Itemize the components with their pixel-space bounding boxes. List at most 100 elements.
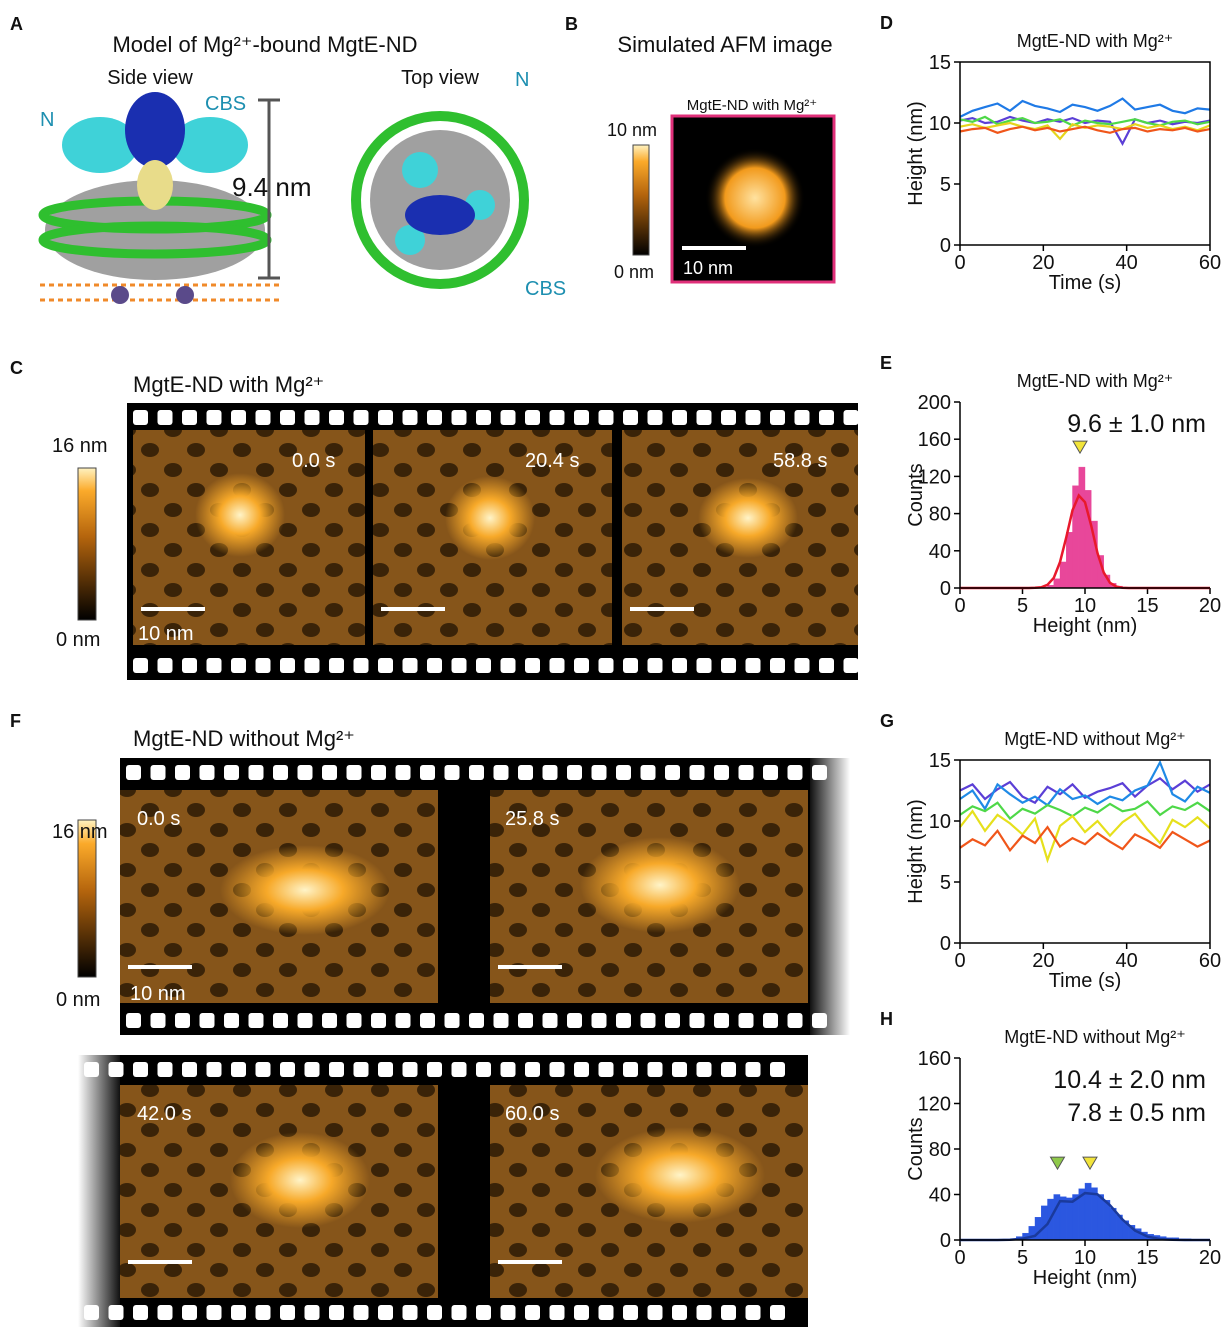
chart-title: MgtE-ND with Mg²⁺: [1017, 31, 1174, 51]
film-hole: [182, 658, 197, 673]
axes: [960, 62, 1210, 245]
panel-label: C: [10, 358, 23, 378]
film-hole: [746, 410, 761, 425]
peak-marker: [1051, 1157, 1065, 1169]
film-hole: [158, 1305, 173, 1320]
film-hole: [354, 410, 369, 425]
afm-particle: [705, 148, 805, 248]
film-hole: [819, 658, 834, 673]
data-line: [960, 811, 1210, 860]
film-hole: [427, 1305, 442, 1320]
film-hole: [158, 658, 173, 673]
panel-label: G: [880, 711, 894, 731]
y-axis-label: Counts: [905, 1117, 927, 1180]
hist-bar: [1066, 1198, 1072, 1240]
chart-title: MgtE-ND with Mg²⁺: [1017, 371, 1174, 391]
film-hole: [396, 1013, 411, 1028]
domain-label: CBS: [205, 93, 246, 115]
film-hole: [690, 765, 705, 780]
y-axis-label: Height (nm): [905, 101, 927, 205]
film-hole: [599, 410, 614, 425]
x-tick-label: 20: [1032, 950, 1054, 972]
film-hole: [452, 410, 467, 425]
film-hole: [354, 1305, 369, 1320]
film-hole: [494, 1013, 509, 1028]
film-hole: [133, 1062, 148, 1077]
x-tick-label: 10: [1074, 1247, 1096, 1269]
film-hole: [371, 1013, 386, 1028]
film-hole: [280, 410, 295, 425]
film-hole: [322, 765, 337, 780]
film-hole: [109, 1305, 124, 1320]
film-hole: [648, 1305, 663, 1320]
film-strip: [127, 403, 859, 680]
film-hole: [273, 1013, 288, 1028]
film-hole: [739, 1013, 754, 1028]
film-hole: [231, 658, 246, 673]
domain-label: CBS: [525, 278, 566, 300]
film-hole: [763, 765, 778, 780]
film-hole: [518, 1013, 533, 1028]
panel-title: MgtE-ND with Mg²⁺: [133, 372, 324, 397]
film-hole: [200, 765, 215, 780]
film-hole: [158, 410, 173, 425]
film-hole: [378, 1062, 393, 1077]
film-hole: [844, 658, 859, 673]
film-hole: [396, 765, 411, 780]
frame-time: 0.0 s: [292, 450, 335, 472]
film-hole: [305, 410, 320, 425]
annotation: 7.8 ± 0.5 nm: [1067, 1099, 1206, 1127]
film-hole: [746, 658, 761, 673]
x-axis-label: Time (s): [1049, 272, 1122, 294]
film-hole: [476, 1062, 491, 1077]
x-tick-label: 60: [1199, 252, 1221, 274]
film-hole: [469, 1013, 484, 1028]
film-hole: [665, 765, 680, 780]
axes: [960, 760, 1210, 943]
x-axis-label: Height (nm): [1033, 615, 1137, 637]
film-hole: [550, 658, 565, 673]
film-hole: [648, 1062, 663, 1077]
film-hole: [721, 410, 736, 425]
annotation: 9.6 ± 1.0 nm: [1067, 410, 1206, 438]
film-hole: [623, 1062, 638, 1077]
film-hole: [812, 1013, 827, 1028]
data-line: [960, 778, 1210, 802]
x-tick-label: 10: [1074, 595, 1096, 617]
x-tick-label: 5: [1017, 1247, 1028, 1269]
film-hole: [721, 658, 736, 673]
film-hole: [133, 658, 148, 673]
film-hole: [770, 1062, 785, 1077]
film-hole: [133, 1305, 148, 1320]
panel-title: Model of Mg²⁺-bound MgtE-ND: [112, 32, 417, 57]
film-hole: [494, 765, 509, 780]
film-hole: [599, 1062, 614, 1077]
film-hole: [273, 765, 288, 780]
film-hole: [543, 1013, 558, 1028]
film-hole: [763, 1013, 778, 1028]
film-hole: [231, 1062, 246, 1077]
film-hole: [672, 410, 687, 425]
hist-bar: [1060, 562, 1066, 588]
film-hole: [819, 410, 834, 425]
film-hole: [574, 1062, 589, 1077]
film-hole: [648, 410, 663, 425]
film-hole: [280, 1062, 295, 1077]
x-tick-label: 60: [1199, 950, 1221, 972]
x-tick-label: 20: [1032, 252, 1054, 274]
film-hole: [469, 765, 484, 780]
film-hole: [599, 658, 614, 673]
frame-time: 42.0 s: [137, 1103, 191, 1125]
y-tick-label: 80: [929, 1139, 951, 1161]
x-tick-label: 20: [1199, 595, 1221, 617]
x-tick-label: 20: [1199, 1247, 1221, 1269]
film-hole: [420, 765, 435, 780]
film-hole: [795, 658, 810, 673]
film-hole: [445, 1013, 460, 1028]
film-hole: [721, 1305, 736, 1320]
film-hole: [182, 410, 197, 425]
film-hole: [672, 658, 687, 673]
film-hole: [354, 658, 369, 673]
film-hole: [452, 1305, 467, 1320]
film-hole: [305, 1062, 320, 1077]
